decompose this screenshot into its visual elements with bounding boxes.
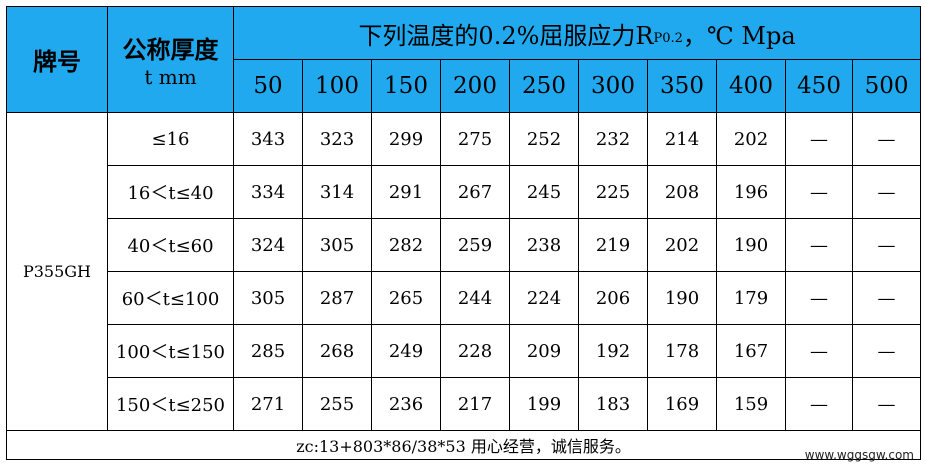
header-row-title: 牌号 公称厚度 t mm 下列温度的0.2%屈服应力RP0.2，℃ Mpa — [6, 6, 922, 113]
value-cell: 324 — [233, 218, 303, 272]
value-cell: — — [785, 271, 853, 325]
value-cell: — — [785, 377, 853, 431]
temperature-header: 500 — [851, 59, 922, 113]
temperature-header: 200 — [440, 59, 510, 113]
value-cell: 196 — [716, 165, 786, 219]
temperature-header: 300 — [578, 59, 648, 113]
temperature-header: 250 — [509, 59, 579, 113]
value-cell: 287 — [302, 271, 372, 325]
value-cell: 202 — [716, 112, 786, 166]
value-cell: 299 — [371, 112, 441, 166]
value-cell: — — [785, 324, 853, 378]
value-cell: 190 — [716, 218, 786, 272]
thickness-range-cell: 60＜t≤100 — [107, 271, 234, 325]
temperature-header: 50 — [233, 59, 303, 113]
title-subscript: P0.2 — [653, 30, 683, 46]
value-cell: 202 — [647, 218, 717, 272]
value-cell: — — [851, 112, 922, 166]
value-cell: 285 — [233, 324, 303, 378]
footer-row: zc:13+803*86/38*53 用心经营，诚信服务。 — [5, 430, 922, 460]
value-cell: 245 — [509, 165, 579, 219]
table-row: P355GH ≤16 343 323 299 275 252 232 214 202— — — [6, 112, 922, 431]
value-cell: 178 — [647, 324, 717, 378]
value-cell: 255 — [302, 377, 372, 431]
value-cell: 259 — [440, 218, 510, 272]
value-cell: 268 — [302, 324, 372, 378]
value-cell: 238 — [509, 218, 579, 272]
value-cell: 244 — [440, 271, 510, 325]
table-row: 40＜t≤60 324 305 282 259 238 219 202 190— — — [7, 218, 922, 272]
table-row: 16＜t≤40 334 314 291 267 245 225 208 196— — — [7, 165, 922, 219]
temperature-header: 150 — [371, 59, 441, 113]
value-cell: 179 — [716, 271, 786, 325]
table-row: 150＜t≤250 271 255 236 217 199 183 169 159— — — [7, 377, 922, 431]
table-row: 100＜t≤150 285 268 249 228 209 192 178 167— — — [7, 324, 922, 378]
value-cell: 232 — [578, 112, 648, 166]
value-cell: 334 — [233, 165, 303, 219]
value-cell: — — [785, 112, 853, 166]
value-cell: 305 — [302, 218, 372, 272]
value-cell: 249 — [371, 324, 441, 378]
temperature-header: 450 — [785, 59, 853, 113]
value-cell: 275 — [440, 112, 510, 166]
value-cell: 192 — [578, 324, 648, 378]
table-row: 60＜t≤100 305 287 265 244 224 206 190 179— — — [7, 271, 922, 325]
value-cell: — — [851, 165, 922, 219]
value-cell: — — [785, 218, 853, 272]
value-cell: 209 — [509, 324, 579, 378]
value-cell: — — [785, 165, 853, 219]
value-cell: 190 — [647, 271, 717, 325]
thickness-range-cell: 100＜t≤150 — [107, 324, 234, 378]
value-cell: 343 — [233, 112, 303, 166]
value-cell: 219 — [578, 218, 648, 272]
thickness-header: 公称厚度 t mm — [107, 6, 234, 113]
value-cell: — — [851, 271, 922, 325]
grade-header: 牌号 — [6, 6, 108, 113]
value-cell: 225 — [578, 165, 648, 219]
value-cell: — — [851, 218, 922, 272]
thickness-range-cell: ≤16 — [107, 112, 234, 166]
table-body: P355GH ≤16 343 323 299 275 252 232 214 202— —16＜t≤… — [6, 112, 922, 431]
value-cell: 291 — [371, 165, 441, 219]
thickness-range-cell: 40＜t≤60 — [107, 218, 234, 272]
value-cell: 206 — [578, 271, 648, 325]
temperature-header: 350 — [647, 59, 717, 113]
value-cell: 159 — [716, 377, 786, 431]
thickness-range-cell: 150＜t≤250 — [107, 377, 234, 431]
value-cell: 167 — [716, 324, 786, 378]
title-suffix: ，℃ Mpa — [682, 21, 796, 50]
title-prefix: 下列温度的0.2%屈服应力R — [358, 21, 654, 50]
table-title: 下列温度的0.2%屈服应力RP0.2，℃ Mpa — [232, 6, 922, 60]
value-cell: — — [851, 377, 922, 431]
watermark: www.wggsgw.com — [804, 448, 914, 462]
value-cell: 282 — [371, 218, 441, 272]
header-row-temperatures: 50 100 150 200 250 300 350 400 450 500 — [7, 59, 922, 113]
value-cell: 183 — [578, 377, 648, 431]
value-cell: 199 — [509, 377, 579, 431]
value-cell: 208 — [647, 165, 717, 219]
thickness-header-line2: t mm — [144, 65, 197, 89]
value-cell: 169 — [647, 377, 717, 431]
thickness-range-cell: 16＜t≤40 — [107, 165, 234, 219]
value-cell: 265 — [371, 271, 441, 325]
value-cell: 305 — [233, 271, 303, 325]
value-cell: — — [851, 324, 922, 378]
value-cell: 314 — [302, 165, 372, 219]
temperature-header: 400 — [716, 59, 786, 113]
value-cell: 217 — [440, 377, 510, 431]
grade-cell: P355GH — [6, 112, 108, 431]
value-cell: 252 — [509, 112, 579, 166]
value-cell: 271 — [233, 377, 303, 431]
temperature-header: 100 — [302, 59, 372, 113]
thickness-header-line1: 公称厚度 — [122, 35, 219, 64]
value-cell: 224 — [509, 271, 579, 325]
yield-strength-table: 牌号 公称厚度 t mm 下列温度的0.2%屈服应力RP0.2，℃ Mpa 50… — [5, 6, 922, 460]
value-cell: 267 — [440, 165, 510, 219]
value-cell: 236 — [371, 377, 441, 431]
footer-note: zc:13+803*86/38*53 用心经营，诚信服务。 — [5, 430, 922, 460]
value-cell: 214 — [647, 112, 717, 166]
value-cell: 228 — [440, 324, 510, 378]
value-cell: 323 — [302, 112, 372, 166]
